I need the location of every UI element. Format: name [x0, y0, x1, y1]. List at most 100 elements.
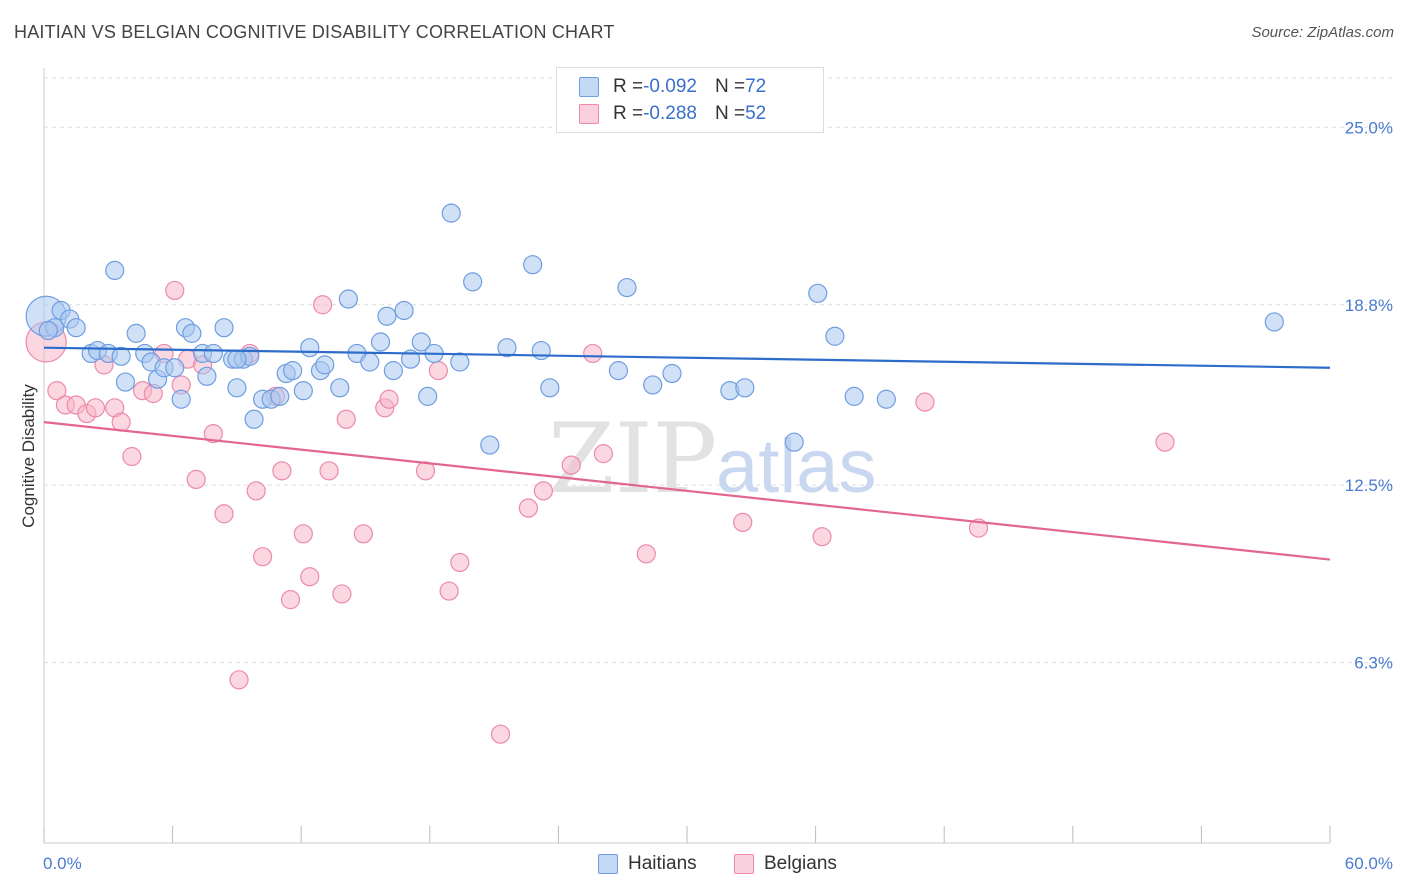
belgians-point	[332, 584, 352, 604]
axes	[43, 68, 1331, 844]
belgians-point	[165, 280, 185, 301]
haitians-point	[370, 332, 391, 352]
tick-labels: 6.3% 12.5% 18.8% 25.0% 0.0% 60.0%	[43, 118, 1393, 873]
belgians-point	[518, 498, 538, 518]
haitians-point	[497, 338, 517, 358]
source-label: Source: ZipAtlas.com	[1251, 24, 1394, 41]
grid-lines	[44, 77, 1395, 664]
haitians-point	[171, 389, 191, 409]
belgians-point	[122, 446, 142, 467]
legend-row-belgians: R = -0.288 N = 52	[579, 101, 766, 127]
belgians-point	[272, 461, 292, 481]
r-label: R =	[613, 76, 644, 97]
haitians-point	[338, 289, 358, 309]
belgians-point	[203, 423, 223, 444]
watermark: ZIP atlas	[548, 403, 877, 515]
belgians-n-value: 52	[745, 103, 767, 124]
haitians-point	[115, 372, 136, 392]
haitians-point	[203, 343, 223, 364]
haitians-point	[214, 318, 234, 338]
haitians-point	[876, 389, 896, 409]
belgians-point	[293, 524, 313, 544]
haitians-point	[540, 378, 560, 398]
haitians-point	[808, 283, 828, 303]
haitians-point	[227, 378, 247, 398]
y-tick-label-2: 18.8%	[1345, 296, 1393, 315]
belgians-point	[47, 381, 67, 401]
haitians-point	[418, 386, 438, 406]
haitians-legend-label: Haitians	[628, 853, 697, 874]
belgians-point	[319, 461, 339, 481]
haitians-n-value: 72	[745, 76, 767, 97]
belgians-legend-swatch	[734, 854, 754, 874]
haitians-point	[197, 366, 217, 386]
y-tick-label-1: 12.5%	[1345, 476, 1393, 495]
haitians-point	[377, 306, 397, 326]
haitians-point	[441, 203, 461, 223]
haitians-point	[608, 361, 629, 381]
haitians-point	[825, 326, 845, 346]
belgians-point	[280, 590, 301, 610]
belgians-point	[583, 343, 603, 364]
belgians-point	[428, 361, 448, 381]
bottom-legend-haitians: Haitians	[598, 852, 697, 876]
x-tick-label-max: 60.0%	[1345, 854, 1393, 873]
belgians-point	[85, 398, 106, 418]
haitians-point	[227, 349, 247, 369]
haitians-point	[165, 358, 185, 378]
belgians-legend-label: Belgians	[764, 853, 837, 874]
legend-row-haitians: R = -0.092 N = 72	[579, 74, 766, 100]
haitians-point	[394, 300, 414, 321]
haitians-point	[360, 352, 380, 372]
belgians-swatch	[579, 104, 599, 124]
belgians-point	[1155, 432, 1175, 452]
haitians-point	[617, 277, 637, 298]
haitians-point	[1264, 312, 1284, 332]
haitians-point	[270, 386, 290, 406]
haitians-point	[300, 338, 320, 358]
correlation-legend: R = -0.092 N = 72 R = -0.288 N = 52	[556, 67, 824, 133]
belgians-point	[561, 455, 581, 475]
belgians-point	[246, 481, 266, 501]
belgians-point	[533, 481, 553, 501]
haitians-point	[480, 435, 500, 455]
trend-lines	[43, 346, 1331, 561]
n-label: N =	[714, 76, 746, 97]
belgians-point	[812, 527, 832, 547]
haitians-legend-swatch	[598, 854, 618, 874]
haitians-point	[330, 378, 350, 398]
haitians-point	[66, 318, 86, 338]
haitians-swatch	[579, 77, 599, 97]
haitians-point	[523, 255, 543, 275]
haitians-point	[182, 323, 202, 343]
haitians-point	[38, 320, 58, 341]
haitians-point	[450, 352, 470, 372]
belgians-point	[353, 524, 373, 544]
haitians-point	[411, 332, 431, 352]
haitians-point	[784, 432, 804, 452]
haitians-r-value: -0.092	[643, 76, 697, 97]
haitians-point	[844, 386, 864, 406]
belgians-point	[336, 409, 356, 429]
belgians-trend-line	[43, 421, 1331, 561]
haitians-point	[244, 409, 264, 429]
belgians-point	[439, 581, 459, 601]
belgians-point	[186, 469, 206, 490]
haitians-point	[111, 346, 131, 366]
belgians-point	[313, 295, 333, 315]
belgians-point	[300, 567, 320, 587]
chart-title: HAITIAN VS BELGIAN COGNITIVE DISABILITY …	[14, 22, 615, 42]
haitians-point	[283, 361, 303, 381]
belgians-point	[379, 389, 399, 409]
belgians-point	[214, 504, 234, 524]
y-tick-label-3: 25.0%	[1345, 118, 1393, 137]
haitians-point	[662, 363, 682, 384]
n-label: N =	[714, 103, 746, 124]
y-axis-label: Cognitive Disability	[19, 384, 38, 528]
belgians-point	[253, 547, 273, 567]
belgians-point	[915, 392, 935, 412]
r-label: R =	[613, 103, 644, 124]
haitians-point	[643, 375, 663, 395]
haitians-trend-line	[43, 346, 1331, 369]
